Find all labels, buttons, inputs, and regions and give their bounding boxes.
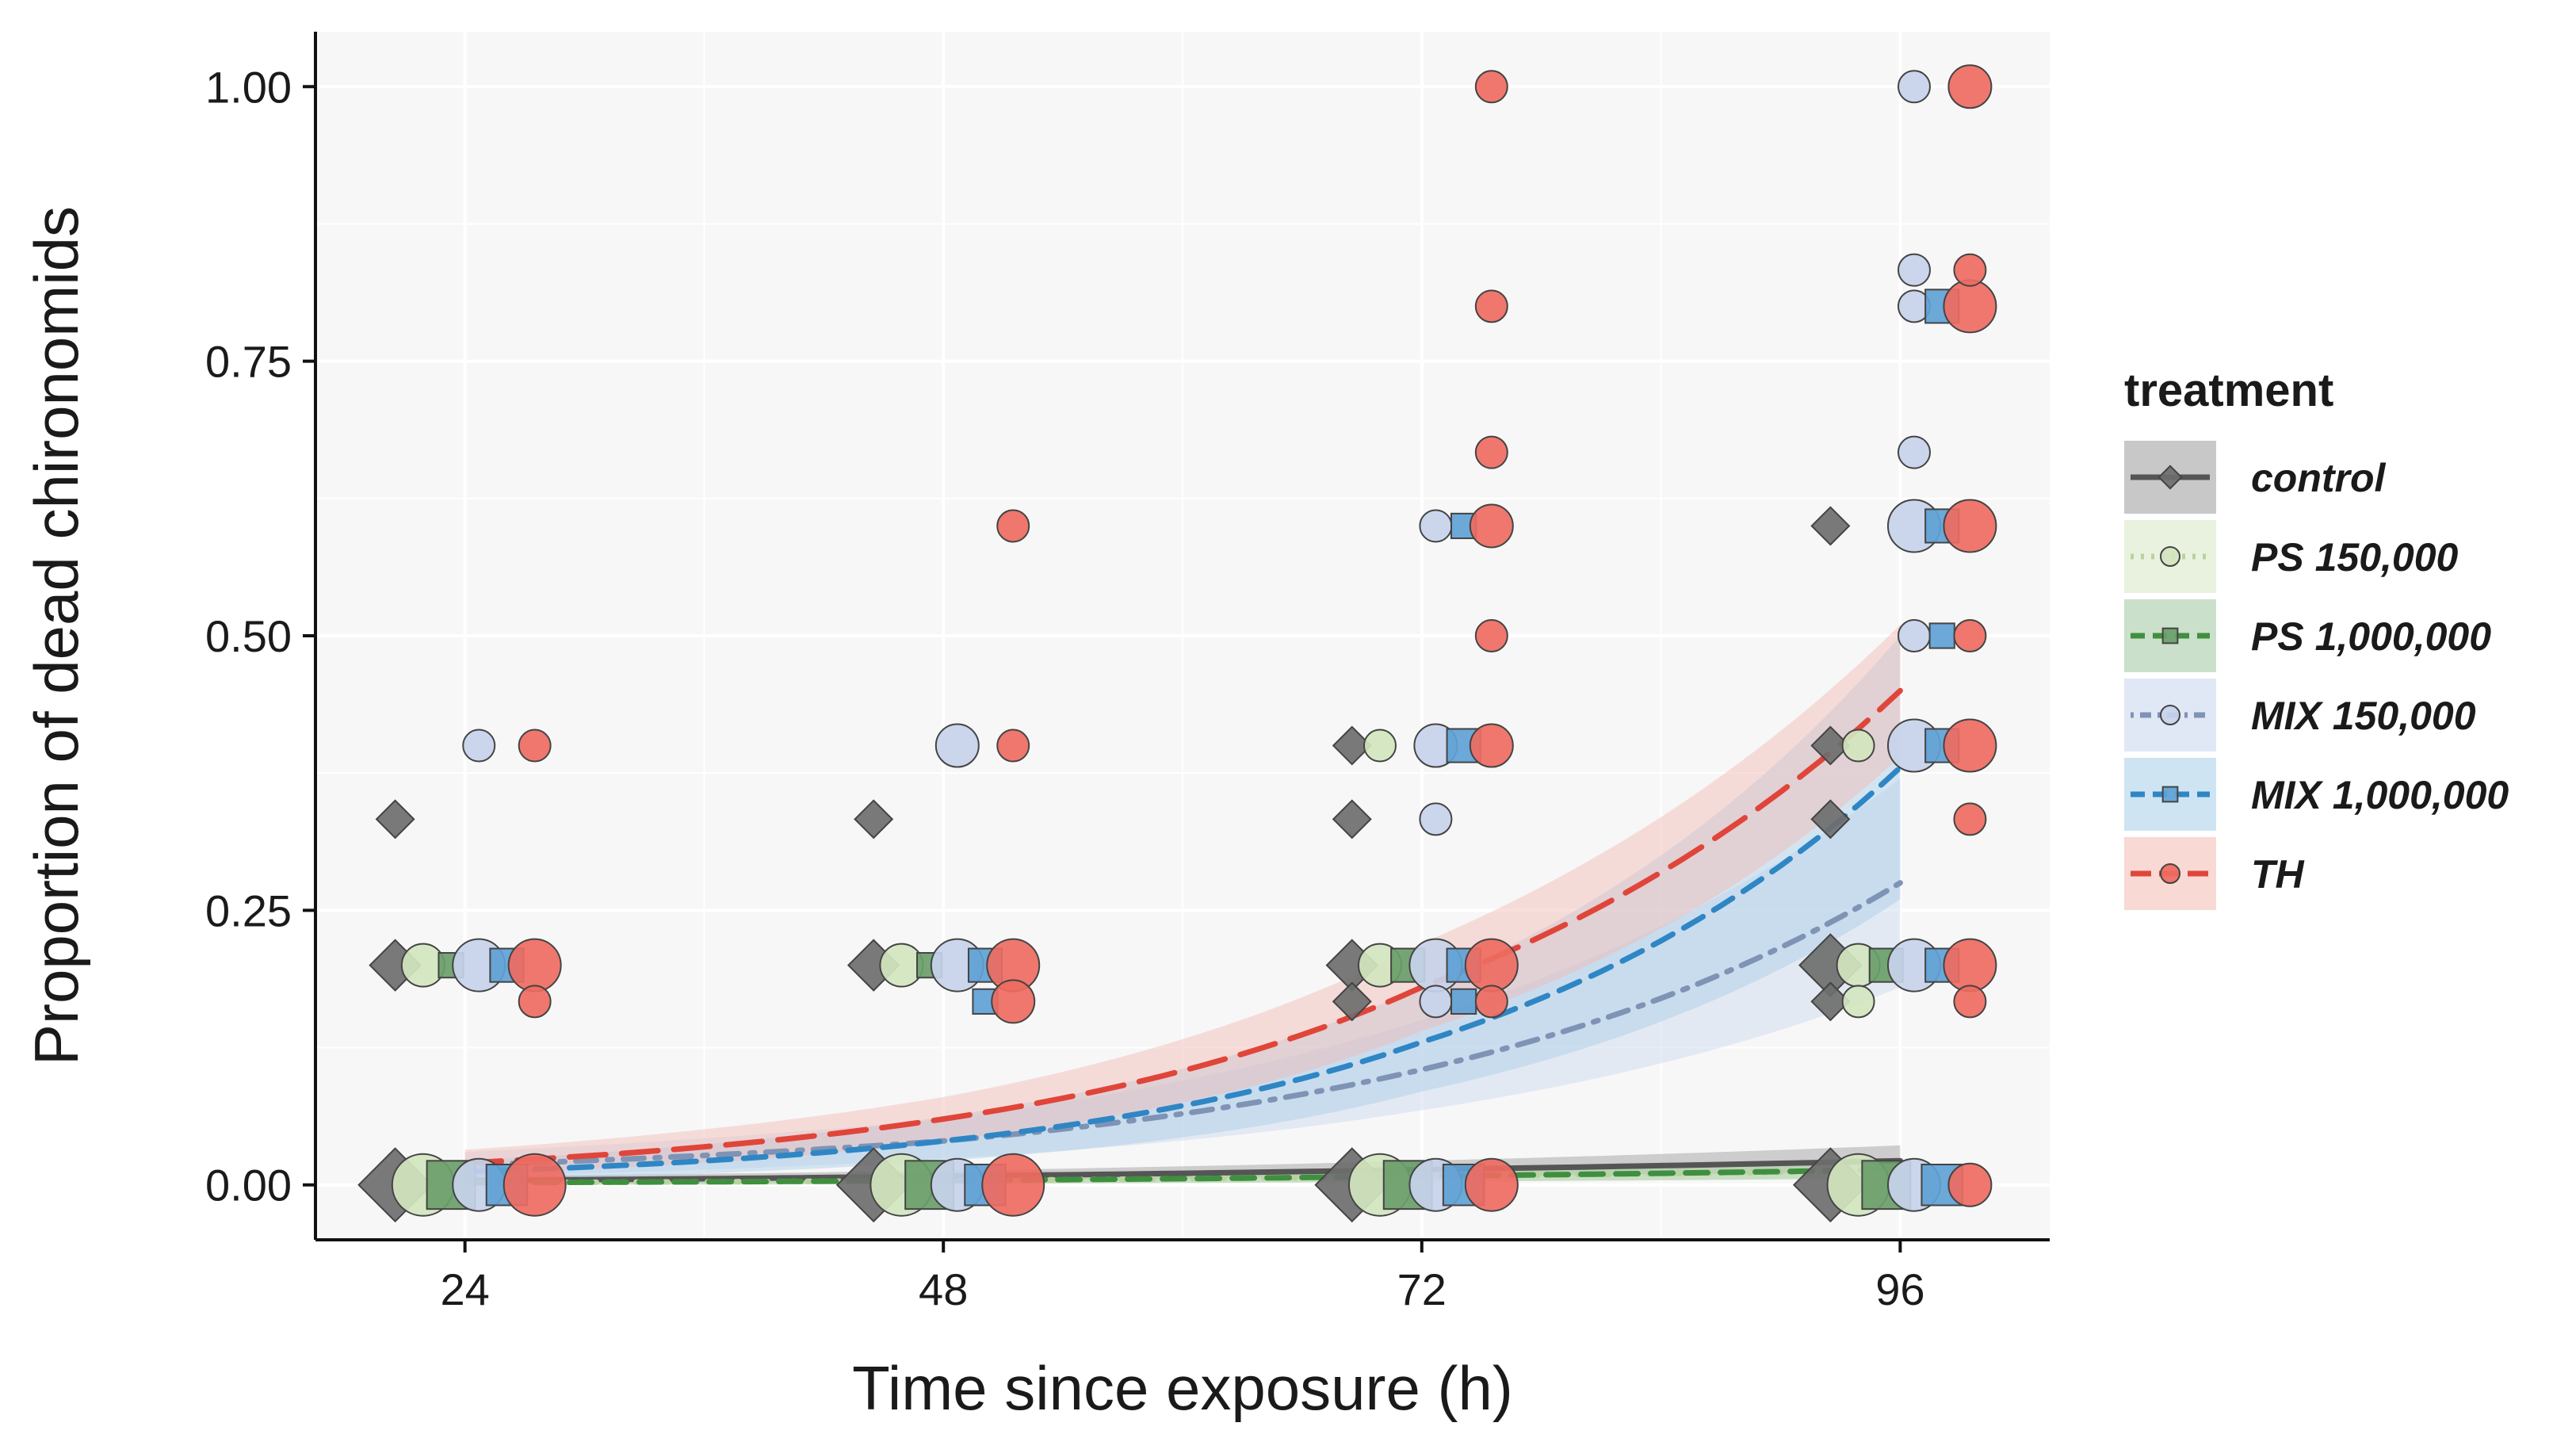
confidence-band xyxy=(464,778,1901,1176)
x-tick-label: 96 xyxy=(1875,1264,1924,1314)
legend: treatment control PS 150,000 PS 1,000,000 M… xyxy=(2124,365,2509,910)
legend-label: MIX 1,000,000 xyxy=(2251,773,2509,817)
fit-line xyxy=(462,880,1903,1168)
data-point xyxy=(375,799,415,839)
legend-key-marker xyxy=(2160,705,2180,725)
y-tick-label: 0.25 xyxy=(205,885,292,935)
legend-label: PS 150,000 xyxy=(2251,535,2459,579)
data-point xyxy=(1810,506,1851,546)
data-point xyxy=(1810,799,1851,839)
data-point xyxy=(462,729,496,763)
legend-label: MIX 150,000 xyxy=(2251,694,2476,738)
grid xyxy=(315,32,2050,1240)
legend-label: TH xyxy=(2251,852,2305,897)
data-point xyxy=(1474,985,1508,1019)
data-point xyxy=(1332,799,1372,839)
data-point xyxy=(518,729,552,763)
data-point xyxy=(1953,985,1987,1019)
data-point xyxy=(1332,725,1372,766)
data-point xyxy=(518,985,552,1019)
confidence-band xyxy=(464,636,1901,1180)
data-point xyxy=(1841,985,1875,1019)
data-point xyxy=(1947,64,1993,109)
data-point xyxy=(1810,725,1851,766)
data-point xyxy=(1897,435,1931,469)
legend-label: control xyxy=(2251,456,2387,500)
data-point xyxy=(1464,1157,1519,1212)
fit-line xyxy=(462,1166,1903,1186)
legend-key-marker xyxy=(2161,786,2179,803)
y-tick-label: 0.00 xyxy=(205,1161,292,1210)
data-point xyxy=(1450,988,1477,1015)
y-ticks: 0.00 0.25 0.50 0.75 1.00 xyxy=(205,62,315,1210)
data-point xyxy=(1897,70,1931,104)
legend-title: treatment xyxy=(2124,365,2333,416)
legend-key-marker xyxy=(2160,863,2180,884)
data-point xyxy=(503,1153,567,1217)
data-point xyxy=(1943,938,1997,992)
y-tick-label: 0.50 xyxy=(205,611,292,661)
data-point xyxy=(934,723,980,768)
x-tick-label: 72 xyxy=(1397,1264,1447,1314)
data-point xyxy=(991,979,1036,1024)
x-tick-label: 48 xyxy=(919,1264,968,1314)
data-point xyxy=(1474,70,1508,104)
data-point xyxy=(1943,499,1997,553)
data-point xyxy=(1419,802,1453,836)
data-point xyxy=(996,729,1030,763)
legend-label: PS 1,000,000 xyxy=(2251,614,2491,659)
data-point xyxy=(1897,619,1931,652)
confidence-band xyxy=(464,1145,1901,1184)
legend-key-marker xyxy=(2157,465,2183,490)
data-point xyxy=(507,938,562,992)
data-point xyxy=(1897,253,1931,287)
data-point xyxy=(1419,509,1453,543)
data-point xyxy=(1332,981,1372,1022)
data-point xyxy=(1474,289,1508,323)
fit-line xyxy=(462,1157,1903,1184)
x-ticks: 24 48 72 96 xyxy=(440,1240,1925,1314)
data-point xyxy=(1419,985,1453,1019)
data-point xyxy=(1464,938,1519,992)
data-points xyxy=(357,64,1997,1223)
data-point xyxy=(1928,622,1955,649)
data-point xyxy=(1943,279,1997,334)
x-tick-label: 24 xyxy=(440,1264,489,1314)
data-point xyxy=(1841,729,1875,763)
x-axis-title: Time since exposure (h) xyxy=(852,1353,1513,1423)
data-point xyxy=(1469,723,1514,768)
data-point xyxy=(1469,503,1514,549)
data-point xyxy=(1953,619,1987,652)
fit-lines xyxy=(462,687,1903,1186)
legend-key-marker xyxy=(2160,546,2180,567)
data-point xyxy=(1943,718,1997,773)
data-point xyxy=(981,1153,1045,1217)
data-point xyxy=(996,509,1030,543)
fit-line xyxy=(462,687,1903,1166)
legend-key-marker xyxy=(2161,627,2179,644)
data-point xyxy=(1953,802,1987,836)
data-point xyxy=(1363,729,1397,763)
y-tick-label: 0.75 xyxy=(205,337,292,387)
y-tick-label: 1.00 xyxy=(205,62,292,112)
data-point xyxy=(1953,253,1987,287)
data-point xyxy=(1474,619,1508,652)
data-point xyxy=(1947,1162,1993,1207)
fit-line xyxy=(462,764,1903,1175)
data-point xyxy=(1474,435,1508,469)
y-axis-title: Proportion of dead chironomids xyxy=(21,206,91,1065)
data-point xyxy=(854,799,894,839)
